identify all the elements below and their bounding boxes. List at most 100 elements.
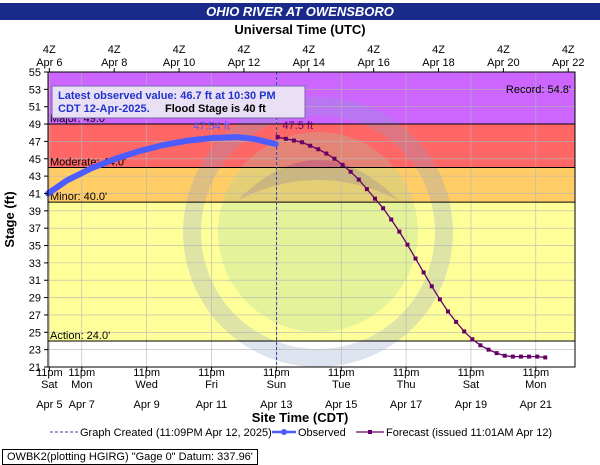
top-tick-label-date: Apr 8 xyxy=(101,57,127,69)
x-tick-label-day: Thu xyxy=(397,379,416,391)
top-tick-label-date: Apr 20 xyxy=(487,57,519,69)
observed-point xyxy=(210,135,216,141)
chart-title: OHIO RIVER AT OWENSBORO xyxy=(206,4,394,19)
x-tick-label-date: Apr 15 xyxy=(325,399,357,411)
x-tick-label-day: Sat xyxy=(41,379,58,391)
forecast-point xyxy=(454,319,459,324)
x-tick-label-date: Apr 9 xyxy=(133,399,159,411)
forecast-point xyxy=(494,351,499,356)
forecast-line xyxy=(277,136,546,359)
x-tick-label-date: Apr 19 xyxy=(455,399,487,411)
observed-point xyxy=(88,165,94,171)
threshold-label-action: Action: 24.0' xyxy=(50,330,110,342)
observed-point xyxy=(186,138,192,144)
top-tick-label-hour: 4Z xyxy=(497,44,510,56)
top-tick-label-date: Apr 14 xyxy=(293,57,325,69)
x-tick-label-time: 11pm xyxy=(36,367,63,379)
top-tick-label-hour: 4Z xyxy=(562,44,575,56)
top-tick-label-hour: 4Z xyxy=(302,44,315,56)
forecast-point xyxy=(413,256,418,261)
forecast-point xyxy=(373,196,378,201)
observed-point xyxy=(250,136,256,142)
observed-peak-label: 47.54 ft xyxy=(193,121,230,133)
x-tick-label-time: 11pm xyxy=(458,367,485,379)
forecast-point xyxy=(470,337,475,342)
x-tick-label-day: Sun xyxy=(267,379,287,391)
observed-point xyxy=(137,148,143,154)
x-tick-label-date: Apr 5 xyxy=(36,399,62,411)
top-tick-label-hour: 4Z xyxy=(108,44,121,56)
forecast-point xyxy=(324,151,329,156)
top-tick-label-hour: 4Z xyxy=(432,44,445,56)
legend-observed-marker xyxy=(281,429,287,435)
forecast-point xyxy=(340,162,345,167)
forecast-point xyxy=(308,143,313,148)
x-tick-label-date: Apr 13 xyxy=(260,399,292,411)
forecast-point xyxy=(518,354,523,359)
observed-point xyxy=(113,156,119,162)
forecast-point xyxy=(535,354,540,359)
y-tick-label: 41 xyxy=(29,188,41,200)
y-tick-label: 21 xyxy=(29,362,41,374)
x-tick-label-time: 11pm xyxy=(68,367,95,379)
plot-frame xyxy=(47,71,576,368)
title-bar xyxy=(0,3,600,20)
forecast-point xyxy=(543,355,548,360)
y-tick-label: 47 xyxy=(29,136,41,148)
forecast-point xyxy=(462,329,467,334)
y-tick-label: 25 xyxy=(29,327,41,339)
info-flood-stage: Flood Stage is 40 ft xyxy=(165,103,266,115)
x-tick-label-time: 11pm xyxy=(198,367,225,379)
y-tick-label: 53 xyxy=(29,84,41,96)
top-tick-label-hour: 4Z xyxy=(367,44,380,56)
x-tick-label-time: 11pm xyxy=(133,367,160,379)
x-axis-title: Site Time (CDT) xyxy=(252,410,349,425)
x-tick-label-day: Fri xyxy=(205,379,218,391)
top-tick-label-date: Apr 10 xyxy=(163,57,195,69)
forecast-point xyxy=(332,156,337,161)
forecast-point xyxy=(510,354,515,359)
observed-point xyxy=(161,142,167,148)
x-tick-label-day: Tue xyxy=(332,379,351,391)
legend-forecast-label: Forecast (issued 11:01AM Apr 12) xyxy=(386,427,552,439)
y-axis-title: Stage (ft) xyxy=(2,191,17,247)
forecast-point xyxy=(445,309,450,314)
top-tick-label-hour: 4Z xyxy=(43,44,56,56)
x-tick-label-date: Apr 21 xyxy=(520,399,552,411)
observed-point xyxy=(273,141,279,147)
forecast-point xyxy=(275,135,280,140)
y-tick-label: 45 xyxy=(29,154,41,166)
x-tick-label-date: Apr 7 xyxy=(69,399,95,411)
forecast-point xyxy=(300,140,305,145)
forecast-point xyxy=(348,169,353,174)
forecast-point xyxy=(437,297,442,302)
observed-point xyxy=(64,177,70,183)
forecast-point xyxy=(389,217,394,222)
top-tick-label-date: Apr 12 xyxy=(228,57,260,69)
forecast-point xyxy=(405,242,410,247)
y-tick-label: 51 xyxy=(29,102,41,114)
observed-point xyxy=(234,134,240,140)
forecast-point xyxy=(356,177,361,182)
y-tick-label: 55 xyxy=(29,67,41,79)
flood-band-action xyxy=(48,340,575,367)
top-tick-label-date: Apr 22 xyxy=(552,57,584,69)
forecast-point xyxy=(316,147,321,152)
forecast-point xyxy=(381,206,386,211)
top-tick-label-date: Apr 16 xyxy=(357,57,389,69)
watermark-disc xyxy=(218,132,418,332)
x-tick-label-time: 11pm xyxy=(263,367,290,379)
watermark-bird xyxy=(238,160,398,200)
y-tick-label: 33 xyxy=(29,258,41,270)
y-tick-label: 27 xyxy=(29,310,41,322)
x-tick-label-day: Wed xyxy=(135,379,157,391)
x-tick-label-day: Mon xyxy=(525,379,546,391)
noaa-watermark xyxy=(183,97,453,367)
y-tick-label: 35 xyxy=(29,241,41,253)
top-tick-label-hour: 4Z xyxy=(173,44,186,56)
top-tick-label-hour: 4Z xyxy=(238,44,251,56)
y-tick-label: 31 xyxy=(29,275,41,287)
watermark-ring xyxy=(183,97,453,367)
flood-band-action-to-minor xyxy=(48,202,575,341)
